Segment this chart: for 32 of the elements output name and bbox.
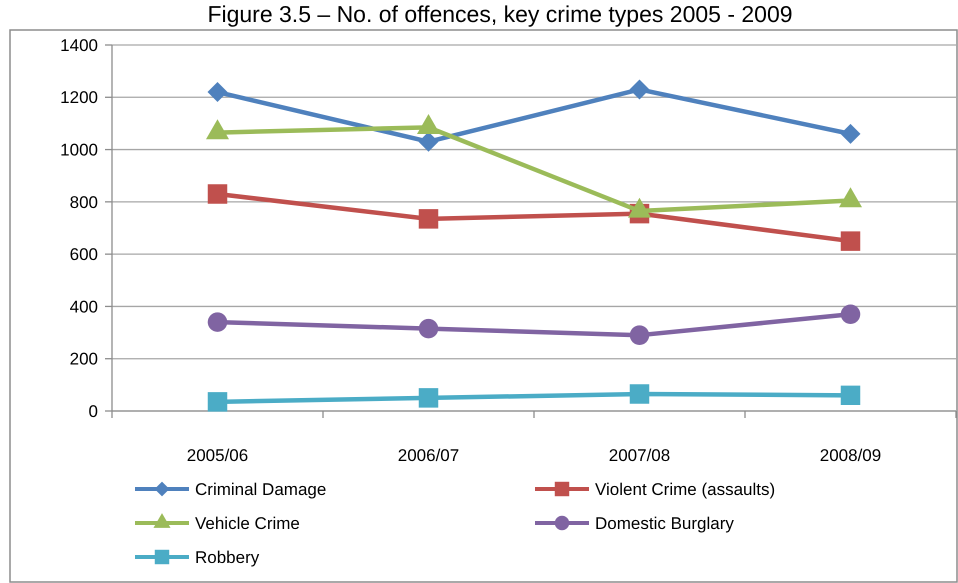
- point: [418, 388, 438, 408]
- point: [630, 325, 650, 345]
- y-tick-label: 400: [70, 297, 98, 316]
- y-tick-label: 600: [70, 245, 98, 264]
- x-tick-label: 2005/06: [186, 446, 248, 465]
- point: [208, 184, 228, 204]
- y-tick-label: 1000: [60, 140, 98, 160]
- point: [840, 304, 860, 324]
- x-tick-label: 2007/08: [608, 446, 670, 465]
- point: [208, 312, 228, 332]
- y-tick-label: 1400: [60, 36, 98, 55]
- point: [840, 386, 860, 406]
- legend-label: Violent Crime (assaults): [595, 480, 776, 499]
- point: [840, 231, 860, 251]
- legend-label: Criminal Damage: [195, 480, 326, 499]
- y-tick-label: 0: [88, 402, 98, 421]
- point: [630, 79, 650, 100]
- y-tick-label: 200: [70, 350, 98, 369]
- point: [208, 82, 228, 102]
- x-tick-label: 2008/09: [820, 446, 882, 465]
- point: [418, 209, 438, 229]
- point: [840, 124, 860, 144]
- point: [208, 392, 228, 412]
- x-tick-label: 2006/07: [398, 446, 460, 465]
- point: [630, 384, 650, 404]
- y-tick-label: 1200: [60, 88, 98, 108]
- point: [418, 318, 438, 338]
- y-tick-label: 800: [70, 192, 98, 212]
- legend-label: Vehicle Crime: [195, 514, 300, 533]
- legend-label: Domestic Burglary: [595, 514, 734, 533]
- chart-title: Figure 3.5 – No. of offences, key crime types 2005 - 2009: [207, 1, 793, 27]
- legend-label: Robbery: [195, 548, 260, 567]
